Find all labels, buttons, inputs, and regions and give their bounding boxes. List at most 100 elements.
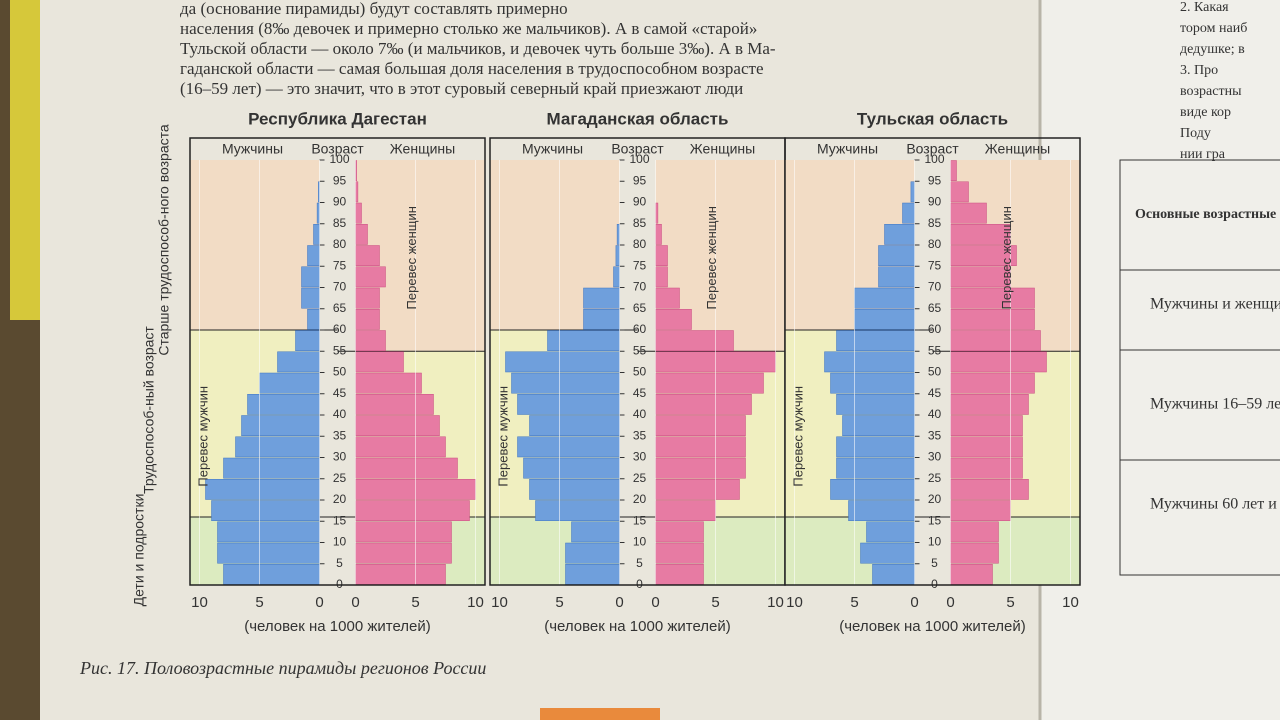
men-bar [910,181,915,203]
panel-frame [784,137,1081,586]
age-label: 5 [636,556,643,570]
x-tick-label: 10 [1062,594,1079,611]
text-line: Тульской области — около 7‰ (и мальчиков… [180,39,776,58]
age-label: 55 [633,343,647,357]
women-bar [950,394,1029,415]
age-header: Возраст [311,141,364,157]
women-header: Женщины [690,141,755,157]
age-label: 35 [928,428,942,442]
women-bar [355,394,434,415]
page-tab [540,708,660,720]
age-label: 100 [924,152,944,166]
age-label: 65 [928,301,942,315]
women-bar [655,266,668,288]
men-bar [511,372,620,394]
age-label: 85 [333,216,347,230]
age-label: 15 [633,513,647,527]
zone-label: Дети и подростки [131,494,147,607]
x-tick-label: 0 [315,594,323,611]
men-bar [307,245,320,266]
age-label: 65 [633,301,647,315]
age-label: 80 [928,237,942,251]
women-bar [655,564,704,585]
right-text: 3. Про [1180,63,1218,78]
age-label: 80 [633,237,647,251]
men-bar [860,542,915,564]
women-bar [355,309,380,330]
women-bar [355,521,452,543]
age-label: 55 [333,343,347,357]
age-label: 60 [333,322,347,336]
women-bar [355,351,404,373]
age-column [319,160,356,585]
women-bar [355,245,380,266]
annotation: Перевес женщин [704,206,719,309]
text-line: населения (8‰ девочек и примерно столько… [180,19,757,38]
age-label: 5 [931,556,938,570]
chart-title: Магаданская область [547,109,729,128]
age-label: 10 [928,535,942,549]
text-line: (16–59 лет) — это значит, что в этот сур… [180,79,743,98]
zone-label: Трудоспособ-ный возраст [141,326,157,494]
men-bar [295,330,320,351]
table-row: Мужчины и женщины 0–15 лет [1150,296,1280,313]
binder [10,0,40,320]
men-bar [505,351,620,373]
age-label: 10 [333,535,347,549]
age-label: 95 [928,173,942,187]
annotation: Перевес мужчин [790,386,805,487]
age-label: 40 [633,407,647,421]
age-label: 75 [928,258,942,272]
women-bar [655,330,734,351]
men-bar [613,266,620,288]
age-label: 90 [633,195,647,209]
age-label: 45 [333,386,347,400]
men-bar [836,394,915,415]
men-bar [277,351,320,373]
table-row: Мужчины 16–59 лет, женщины 16–54 лет [1150,396,1280,413]
x-tick-label: 0 [946,594,954,611]
age-label: 95 [633,173,647,187]
men-bar [211,500,320,521]
women-bar [655,287,680,309]
women-bar [655,224,662,245]
women-bar [950,181,969,203]
age-label: 0 [931,577,938,591]
age-column [619,160,656,585]
men-bar [830,479,915,500]
men-bar [217,521,320,543]
age-label: 80 [333,237,347,251]
x-tick-label: 5 [711,594,719,611]
women-bar [655,415,746,436]
x-tick-label: 5 [555,594,563,611]
women-header: Женщины [985,141,1050,157]
men-bar [878,245,915,266]
men-bar [247,394,320,415]
age-label: 20 [928,492,942,506]
annotation: Перевес женщин [404,206,419,309]
age-label: 20 [333,492,347,506]
women-bar [655,542,704,564]
women-bar [950,479,1029,500]
x-tick-label: 0 [615,594,623,611]
age-label: 75 [633,258,647,272]
x-tick-label: 10 [467,594,484,611]
age-label: 35 [633,428,647,442]
women-bar [655,521,704,543]
women-bar [355,266,386,288]
women-bar [950,160,957,181]
x-tick-label: 0 [651,594,659,611]
age-label: 75 [333,258,347,272]
age-label: 15 [333,513,347,527]
women-header: Женщины [390,141,455,157]
age-label: 30 [928,450,942,464]
women-bar [355,564,446,585]
women-bar [950,202,987,224]
men-bar [836,330,915,351]
men-bar [223,457,320,479]
men-bar [830,372,915,394]
women-bar [355,287,380,309]
age-label: 25 [633,471,647,485]
age-label: 45 [633,386,647,400]
women-bar [950,287,1035,309]
